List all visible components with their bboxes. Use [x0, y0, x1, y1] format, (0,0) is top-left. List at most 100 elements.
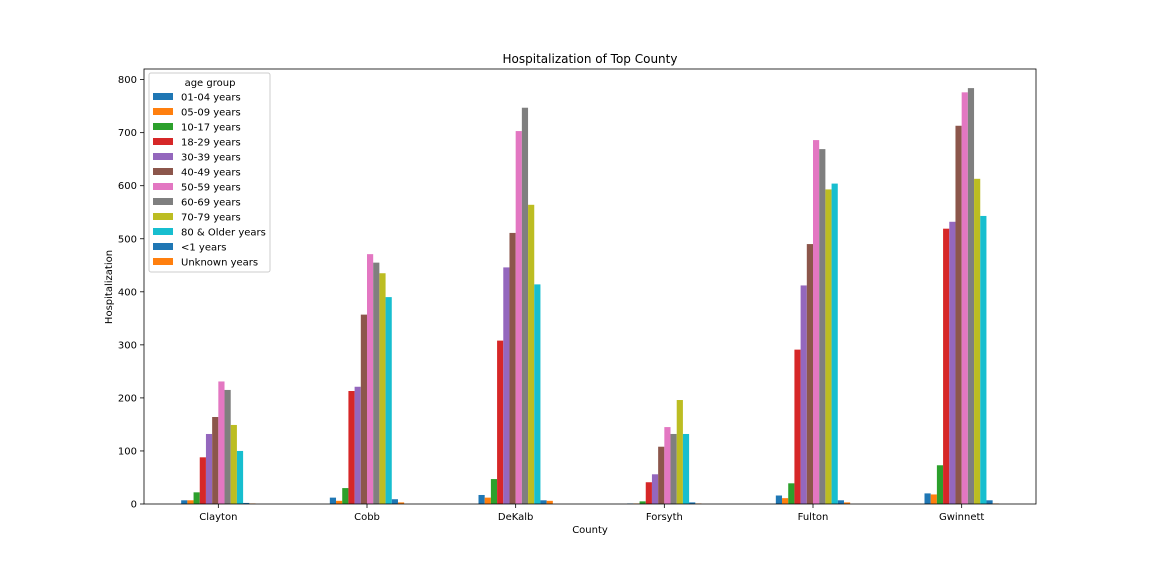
bar — [484, 497, 491, 504]
bar — [342, 488, 349, 504]
legend-swatch — [153, 198, 173, 205]
legend-entry: 50-59 years — [181, 183, 241, 194]
legend-title: age group — [185, 78, 236, 89]
bar — [534, 284, 541, 504]
bar — [478, 494, 485, 504]
y-tick-label: 200 — [118, 393, 137, 404]
bar — [986, 500, 993, 504]
bar — [230, 424, 237, 504]
legend-frame — [148, 72, 271, 273]
legend-entry: 60-69 years — [181, 198, 241, 209]
bar — [497, 340, 504, 504]
bar — [819, 149, 826, 504]
legend-swatch — [153, 243, 173, 250]
bar — [515, 131, 522, 504]
bar — [540, 500, 547, 504]
x-tick-label: Gwinnett — [939, 512, 984, 523]
bar — [645, 482, 652, 504]
legend-entry: 10-17 years — [181, 123, 241, 134]
bar — [391, 499, 398, 504]
bar — [806, 244, 813, 504]
bar — [379, 273, 386, 504]
y-tick-label: 800 — [118, 75, 137, 86]
bar — [360, 314, 367, 504]
bar — [837, 500, 844, 504]
bar — [243, 502, 250, 504]
bar — [373, 262, 380, 504]
bar — [676, 400, 683, 504]
y-tick-label: 0 — [131, 500, 137, 511]
x-axis-label: County — [572, 525, 608, 536]
bar — [490, 479, 498, 504]
bar — [980, 215, 987, 504]
bar — [813, 140, 820, 504]
bar — [236, 450, 244, 504]
legend-swatch — [153, 123, 173, 130]
legend: age group 01-04 years 05-09 years 10-17 ye… — [148, 72, 271, 273]
legend-entry: <1 years — [181, 243, 226, 254]
legend-swatch — [153, 228, 173, 235]
legend-entry: 80 & Older years — [181, 228, 266, 239]
bar — [205, 433, 213, 504]
bar — [503, 267, 510, 504]
y-tick-label: 300 — [118, 340, 137, 351]
bar — [385, 297, 392, 504]
bar — [664, 427, 671, 504]
bar — [348, 391, 355, 504]
x-tick-label: Cobb — [354, 512, 380, 523]
bar — [949, 221, 956, 504]
legend-swatch — [153, 138, 173, 145]
bar — [336, 500, 343, 504]
legend-entry: 01-04 years — [181, 93, 241, 104]
bar — [831, 183, 838, 504]
bar — [967, 88, 975, 504]
bar — [689, 502, 696, 504]
x-tick-label: Fulton — [798, 512, 829, 523]
bar — [193, 492, 200, 504]
legend-swatch — [153, 153, 173, 160]
y-tick-label: 600 — [118, 181, 137, 192]
bar — [788, 483, 795, 504]
y-tick-label: 700 — [118, 128, 137, 139]
bar — [936, 465, 944, 504]
bar — [199, 457, 206, 504]
bar — [843, 502, 851, 504]
bar — [509, 232, 516, 505]
legend-swatch — [153, 213, 173, 220]
bar — [187, 500, 194, 504]
y-tick-label: 100 — [118, 446, 137, 457]
legend-entry: 30-39 years — [181, 153, 241, 164]
bar — [218, 381, 225, 504]
legend-swatch — [153, 183, 173, 190]
x-tick-label: Clayton — [199, 512, 237, 523]
bar — [974, 178, 981, 504]
y-axis: 0 100 200 300 400 500 600 700 800 — [118, 75, 144, 511]
bar — [651, 474, 659, 504]
bar — [682, 433, 690, 504]
legend-swatch — [153, 93, 173, 100]
bar — [930, 494, 937, 504]
bar — [825, 189, 832, 505]
bar — [775, 495, 783, 504]
bar — [943, 228, 950, 504]
x-tick-label: Forsyth — [646, 512, 683, 523]
y-tick-label: 500 — [118, 234, 137, 245]
bars-group — [181, 88, 999, 505]
bar — [181, 500, 188, 504]
legend-entry: 40-49 years — [181, 168, 241, 179]
bar — [794, 349, 801, 504]
bar — [546, 500, 553, 504]
bar — [924, 493, 931, 504]
bar — [354, 386, 361, 504]
bar — [782, 498, 789, 504]
legend-entry: 70-79 years — [181, 213, 241, 224]
legend-swatch — [153, 108, 173, 115]
bar — [367, 254, 374, 504]
chart-title: Hospitalization of Top County — [503, 52, 678, 66]
bar — [329, 497, 337, 504]
bar — [397, 502, 405, 504]
bar — [955, 125, 962, 504]
legend-swatch — [153, 258, 173, 265]
y-tick-label: 400 — [118, 287, 137, 298]
